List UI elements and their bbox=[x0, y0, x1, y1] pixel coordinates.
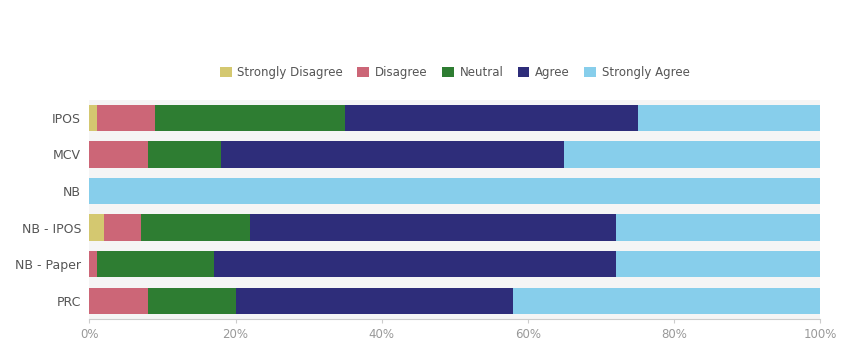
Bar bbox=[147, 288, 235, 314]
Bar bbox=[616, 251, 820, 277]
Bar bbox=[250, 214, 616, 241]
Bar bbox=[345, 105, 637, 131]
Bar bbox=[565, 141, 820, 168]
Bar bbox=[637, 105, 820, 131]
Bar bbox=[89, 105, 96, 131]
Bar bbox=[96, 251, 214, 277]
Bar bbox=[147, 141, 221, 168]
Bar bbox=[89, 251, 96, 277]
Bar bbox=[89, 214, 104, 241]
Bar bbox=[96, 105, 155, 131]
Bar bbox=[616, 214, 820, 241]
Legend: Strongly Disagree, Disagree, Neutral, Agree, Strongly Agree: Strongly Disagree, Disagree, Neutral, Ag… bbox=[215, 62, 694, 84]
Bar bbox=[89, 141, 147, 168]
Bar bbox=[89, 288, 147, 314]
Bar bbox=[235, 288, 513, 314]
Bar bbox=[141, 214, 250, 241]
Bar bbox=[214, 251, 616, 277]
Bar bbox=[104, 214, 141, 241]
Bar bbox=[221, 141, 565, 168]
Bar bbox=[89, 178, 820, 204]
Bar bbox=[513, 288, 820, 314]
Bar bbox=[155, 105, 345, 131]
